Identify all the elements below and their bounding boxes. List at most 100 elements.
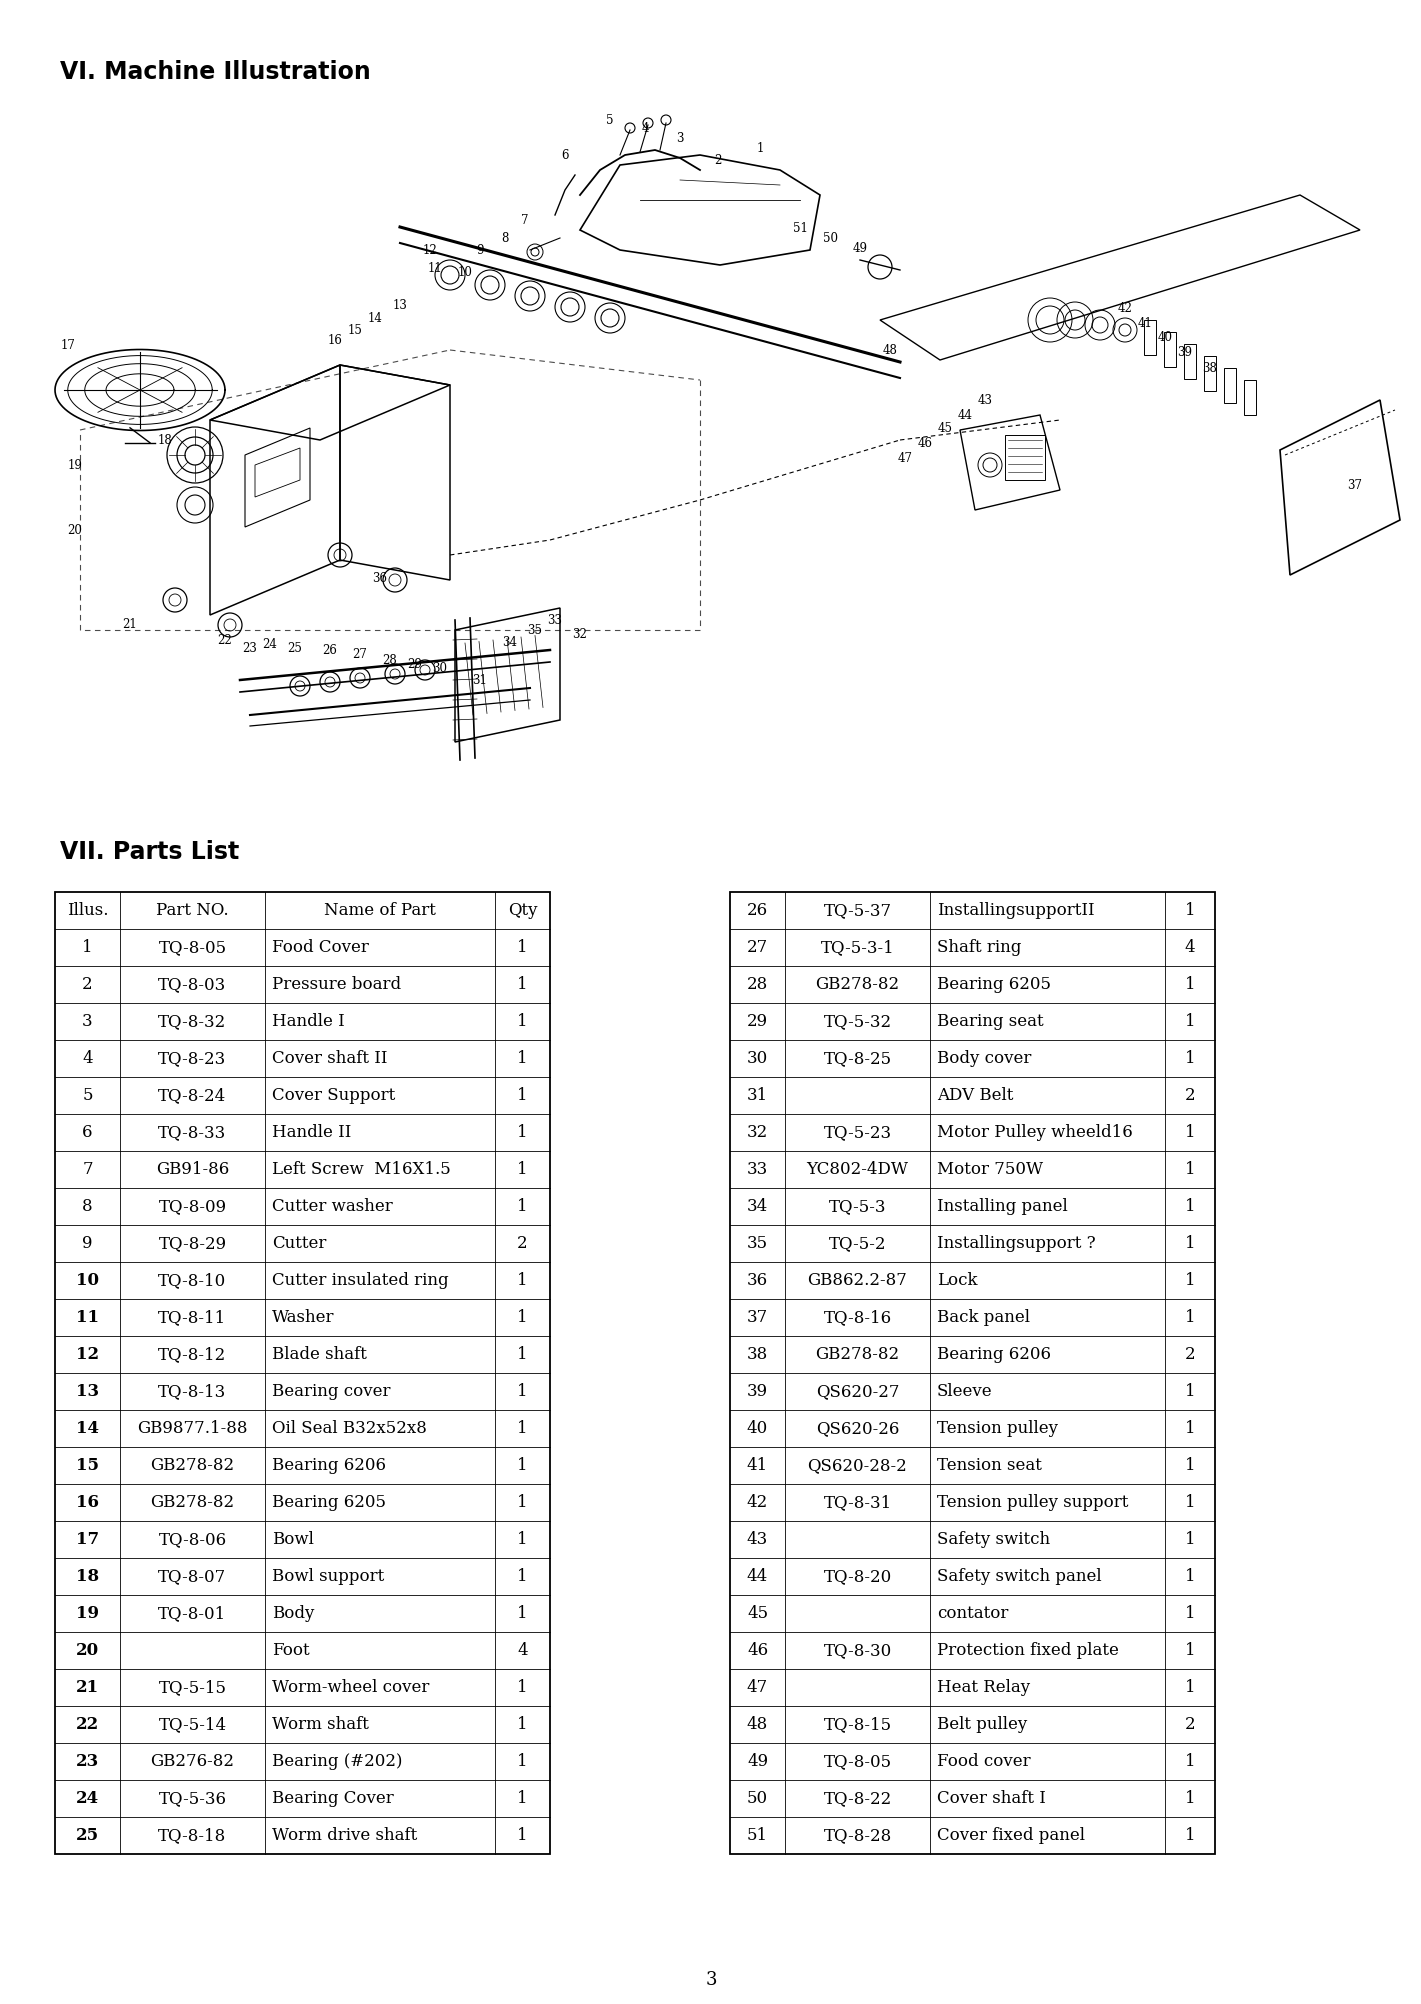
Text: 1: 1: [517, 1790, 527, 1808]
Text: 12: 12: [422, 244, 438, 257]
Text: 31: 31: [747, 1086, 769, 1104]
Text: 1: 1: [517, 1124, 527, 1140]
Bar: [1184, 345, 1196, 379]
Text: 1: 1: [517, 1605, 527, 1621]
Text: QS620-26: QS620-26: [816, 1421, 899, 1437]
Text: TQ-5-3: TQ-5-3: [828, 1198, 887, 1214]
Bar: [55, 892, 550, 1854]
Text: Tension pulley: Tension pulley: [936, 1421, 1059, 1437]
Text: 13: 13: [392, 299, 408, 311]
Text: 8: 8: [502, 232, 509, 244]
Text: Worm shaft: Worm shaft: [271, 1715, 369, 1733]
Text: 38: 38: [747, 1347, 769, 1363]
Text: GB278-82: GB278-82: [816, 1347, 899, 1363]
Text: 31: 31: [473, 673, 487, 687]
Text: 9: 9: [82, 1234, 92, 1252]
Text: 10: 10: [458, 265, 472, 279]
Text: 20: 20: [68, 523, 82, 537]
Text: TQ-8-22: TQ-8-22: [823, 1790, 891, 1808]
Text: 1: 1: [1185, 1234, 1195, 1252]
Text: 19: 19: [75, 1605, 99, 1621]
Text: 1: 1: [517, 1309, 527, 1327]
Text: Handle II: Handle II: [271, 1124, 351, 1140]
Text: 46: 46: [747, 1641, 769, 1659]
Text: Bearing (#202): Bearing (#202): [271, 1754, 402, 1770]
Text: TQ-5-2: TQ-5-2: [828, 1234, 887, 1252]
Text: 30: 30: [747, 1050, 769, 1066]
Text: Sleeve: Sleeve: [936, 1383, 993, 1401]
Text: 39: 39: [1178, 345, 1192, 359]
Text: 32: 32: [747, 1124, 769, 1140]
Text: 6: 6: [561, 148, 568, 162]
Text: Installingsupport ?: Installingsupport ?: [936, 1234, 1096, 1252]
Text: 21: 21: [75, 1679, 99, 1695]
Text: TQ-5-23: TQ-5-23: [823, 1124, 891, 1140]
Text: 47: 47: [747, 1679, 769, 1695]
Text: Part NO.: Part NO.: [156, 902, 229, 920]
Text: Motor Pulley wheeld16: Motor Pulley wheeld16: [936, 1124, 1133, 1140]
Text: 32: 32: [573, 629, 587, 641]
Text: Tension pulley support: Tension pulley support: [936, 1495, 1128, 1511]
Text: 9: 9: [476, 244, 483, 257]
Text: 44: 44: [958, 409, 972, 421]
Text: 22: 22: [75, 1715, 99, 1733]
Text: 2: 2: [715, 154, 722, 166]
Text: GB9877.1-88: GB9877.1-88: [138, 1421, 247, 1437]
Text: 41: 41: [1138, 317, 1152, 329]
Text: TQ-8-16: TQ-8-16: [823, 1309, 891, 1327]
Text: 1: 1: [1185, 902, 1195, 920]
Text: 44: 44: [747, 1567, 769, 1585]
Text: 19: 19: [68, 459, 82, 471]
Text: TQ-8-33: TQ-8-33: [158, 1124, 226, 1140]
Text: 1: 1: [1185, 1828, 1195, 1844]
Text: 22: 22: [217, 633, 233, 647]
Bar: [730, 892, 1215, 1854]
Text: 1: 1: [517, 1754, 527, 1770]
Text: 1: 1: [517, 1198, 527, 1214]
Text: 1: 1: [1185, 1754, 1195, 1770]
Text: TQ-8-23: TQ-8-23: [158, 1050, 226, 1066]
Text: 16: 16: [328, 333, 342, 347]
Text: 26: 26: [747, 902, 769, 920]
Text: TQ-8-06: TQ-8-06: [158, 1531, 226, 1547]
Text: Food Cover: Food Cover: [271, 940, 369, 956]
Text: 1: 1: [1185, 1198, 1195, 1214]
Text: 34: 34: [747, 1198, 769, 1214]
Text: 2: 2: [1185, 1347, 1195, 1363]
Text: TQ-8-03: TQ-8-03: [158, 976, 226, 994]
Text: 1: 1: [1185, 1605, 1195, 1621]
Text: YC802-4DW: YC802-4DW: [807, 1160, 908, 1178]
Text: 1: 1: [1185, 1309, 1195, 1327]
Text: Washer: Washer: [271, 1309, 334, 1327]
Text: Cover shaft I: Cover shaft I: [936, 1790, 1046, 1808]
Text: Cutter washer: Cutter washer: [271, 1198, 392, 1214]
Text: 1: 1: [1185, 1273, 1195, 1289]
Text: 1: 1: [517, 1457, 527, 1475]
Text: TQ-8-07: TQ-8-07: [158, 1567, 226, 1585]
Text: Worm-wheel cover: Worm-wheel cover: [271, 1679, 429, 1695]
Text: 51: 51: [793, 222, 807, 234]
Text: 43: 43: [978, 393, 992, 407]
Text: 36: 36: [372, 571, 388, 585]
Text: Handle I: Handle I: [271, 1012, 345, 1030]
Text: TQ-8-24: TQ-8-24: [158, 1086, 226, 1104]
Text: 38: 38: [1202, 361, 1218, 375]
Text: 1: 1: [1185, 1679, 1195, 1695]
Text: Cutter insulated ring: Cutter insulated ring: [271, 1273, 449, 1289]
Text: Safety switch panel: Safety switch panel: [936, 1567, 1101, 1585]
Text: 4: 4: [1185, 940, 1195, 956]
Text: Body cover: Body cover: [936, 1050, 1032, 1066]
Text: 17: 17: [61, 339, 75, 351]
Text: 29: 29: [408, 659, 422, 671]
Text: TQ-8-05: TQ-8-05: [823, 1754, 891, 1770]
Text: 37: 37: [1347, 479, 1363, 491]
Text: TQ-5-3-1: TQ-5-3-1: [820, 940, 894, 956]
Text: 1: 1: [517, 1160, 527, 1178]
Text: 5: 5: [82, 1086, 92, 1104]
Text: TQ-8-10: TQ-8-10: [158, 1273, 226, 1289]
Text: 13: 13: [75, 1383, 99, 1401]
Text: 7: 7: [522, 214, 529, 226]
Text: 1: 1: [517, 1679, 527, 1695]
Text: 23: 23: [243, 641, 257, 655]
Text: 50: 50: [823, 232, 837, 244]
